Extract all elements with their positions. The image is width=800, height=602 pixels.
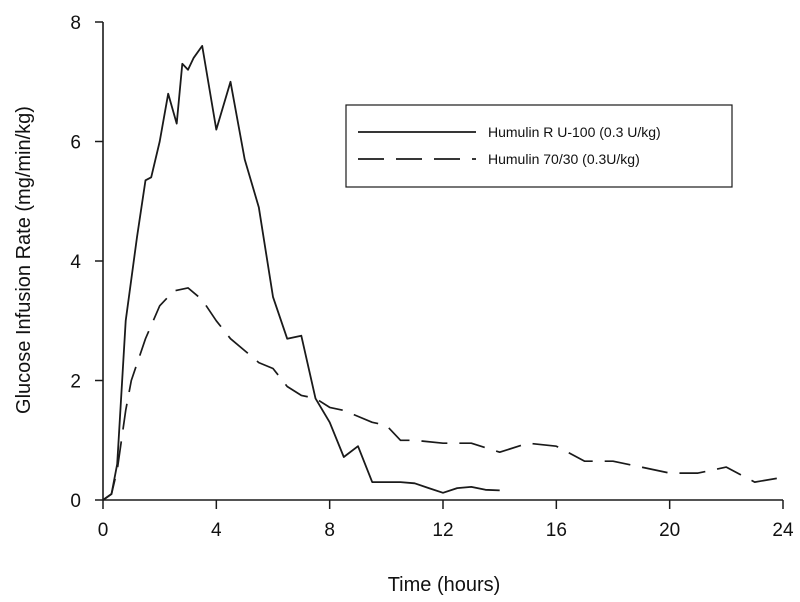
- y-axis: 0 2 4 6 8: [70, 13, 103, 512]
- plot-area: [102, 22, 783, 501]
- legend-box: [345, 104, 733, 188]
- legend-label-1: Humulin R U-100 (0.3 U/kg): [488, 124, 661, 140]
- y-tick-label: 8: [70, 13, 81, 34]
- series-layer: [102, 45, 784, 501]
- x-tick-label: 0: [98, 520, 109, 541]
- series-line-1: [102, 45, 500, 501]
- legend: Humulin R U-100 (0.3 U/kg) Humulin 70/30 …: [345, 104, 733, 188]
- x-tick-label: 20: [659, 520, 680, 541]
- x-axis: 0 4 8 12 16 20 24: [98, 500, 794, 541]
- x-tick-label: 4: [211, 520, 222, 541]
- y-axis-title: Glucose Infusion Rate (mg/min/kg): [13, 106, 35, 414]
- series-line-2: [102, 287, 784, 501]
- x-axis-title: Time (hours): [388, 574, 501, 596]
- x-tick-label: 24: [772, 520, 794, 541]
- x-tick-label: 16: [546, 520, 567, 541]
- legend-label-2: Humulin 70/30 (0.3U/kg): [488, 151, 640, 167]
- x-tick-label: 12: [432, 520, 453, 541]
- y-tick-label: 4: [70, 252, 81, 273]
- y-tick-label: 0: [70, 491, 81, 512]
- y-tick-label: 2: [70, 372, 81, 393]
- y-tick-label: 6: [70, 133, 81, 154]
- x-tick-label: 8: [324, 520, 335, 541]
